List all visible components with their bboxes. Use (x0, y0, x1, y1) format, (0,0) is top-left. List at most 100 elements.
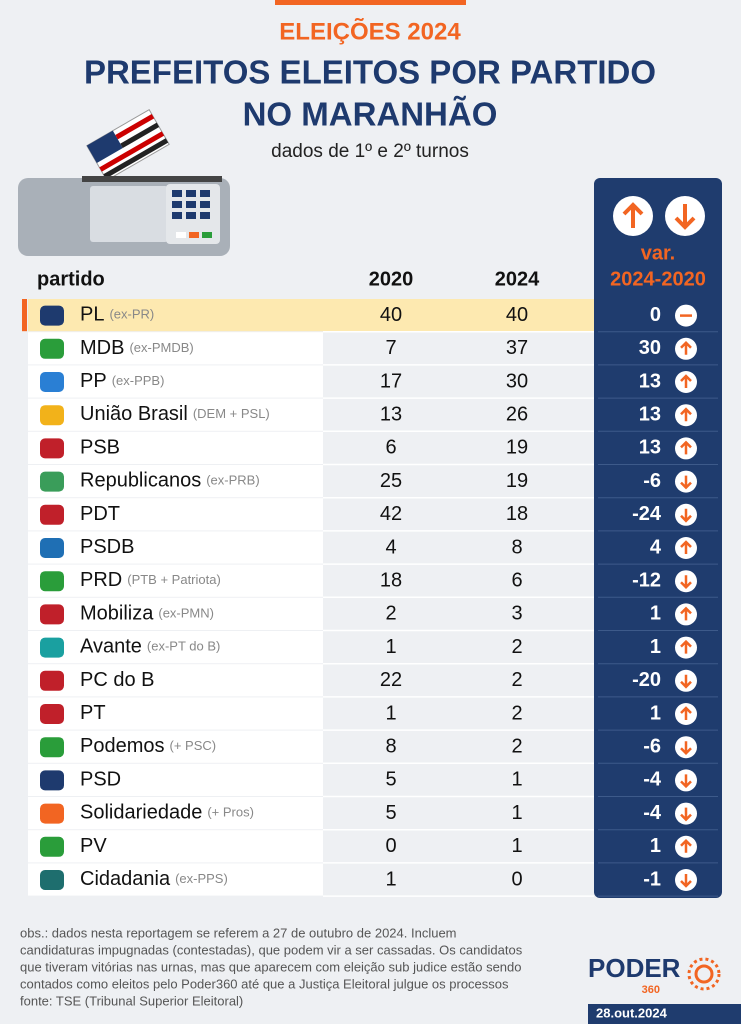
party-note: (ex-PR) (109, 307, 154, 322)
party-logo (40, 704, 64, 724)
name-cell (28, 830, 323, 863)
up-arrow (680, 606, 692, 621)
value-2024: 2 (511, 636, 522, 658)
up-arrow (680, 639, 692, 654)
name-cell (28, 564, 323, 597)
party-logo (40, 836, 64, 857)
brand-sun (687, 957, 721, 991)
party-note: (ex-PMDB) (129, 340, 193, 355)
party-logo (40, 538, 64, 558)
name-cell (28, 299, 323, 332)
down-arrow (680, 674, 692, 689)
value-2020: 2 (385, 603, 396, 625)
party-name-line: PSDB (80, 536, 134, 558)
value-2020: 5 (385, 802, 396, 824)
name-cell (28, 332, 323, 365)
party-note: (PTB + Patriota) (127, 573, 221, 588)
variation: -1 (643, 868, 661, 890)
value-2024: 2 (511, 735, 522, 757)
party-note: (ex-PPB) (112, 373, 165, 388)
value-2020: 17 (380, 370, 402, 392)
value-2024: 1 (511, 769, 522, 791)
party-note: (ex-PT do B) (147, 639, 220, 654)
variation: 1 (650, 702, 661, 724)
party-name-line: PT (80, 702, 106, 724)
party-name: Mobiliza (80, 603, 154, 625)
down-arrow (680, 508, 692, 523)
party-logo (40, 504, 64, 525)
value-2020: 1 (385, 636, 396, 658)
party-name-line: PV (80, 835, 107, 857)
party-logo (40, 471, 64, 492)
variation: 30 (639, 337, 661, 359)
party-name-line: Avante (ex-PT do B) (80, 636, 220, 658)
subtitle: dados de 1º e 2º turnos (271, 141, 469, 162)
name-cell (28, 763, 323, 796)
variation: -4 (643, 802, 662, 824)
party-note: (+ PSC) (170, 739, 217, 754)
brand-sub: 360 (642, 984, 660, 996)
footer-note: candidaturas impugnadas (contestadas), q… (20, 942, 523, 957)
column-header: partido (37, 268, 105, 290)
party-name: PDT (80, 503, 120, 525)
party-name-line: PDT (80, 503, 120, 525)
up-arrow (680, 341, 692, 355)
highlight-number-cell (323, 299, 594, 332)
footer-note: que tiveram vitórias nas urnas, mas que … (20, 959, 522, 974)
footer-note: contados como eleitos pelo Poder360 até … (20, 976, 509, 991)
ballot-illustration (18, 108, 230, 256)
value-2020: 7 (385, 337, 396, 359)
value-2024: 1 (511, 802, 522, 824)
party-name: Republicanos (80, 470, 201, 492)
value-2024: 40 (506, 304, 528, 326)
party-name-line: Mobiliza (ex-PMN) (80, 603, 214, 625)
party-logo (40, 438, 64, 459)
variation: -24 (632, 503, 662, 525)
highlight-mark (22, 299, 27, 332)
party-note: (+ Pros) (207, 805, 254, 820)
variation: 1 (650, 835, 661, 857)
up-arrow (680, 706, 692, 720)
name-cell (28, 498, 323, 531)
party-logo (40, 571, 64, 592)
variation: 13 (639, 403, 661, 425)
party-name: PSDB (80, 536, 134, 558)
value-2020: 1 (385, 868, 396, 890)
party-name: MDB (80, 337, 124, 359)
party-name-line: Solidariedade (+ Pros) (80, 802, 254, 824)
variation: 13 (639, 437, 661, 459)
variation: 4 (650, 536, 662, 558)
value-2024: 3 (511, 603, 522, 625)
name-cell (28, 531, 323, 564)
party-name: Avante (80, 636, 142, 658)
name-cell (28, 863, 323, 896)
value-2024: 30 (506, 370, 528, 392)
party-logo (40, 305, 64, 326)
party-logo (40, 604, 64, 625)
name-cell (28, 398, 323, 431)
value-2024: 2 (511, 669, 522, 691)
party-logo (40, 737, 64, 758)
variation: -20 (632, 669, 661, 691)
name-cell (28, 431, 323, 464)
name-cell (28, 465, 323, 498)
variation: 0 (650, 304, 661, 326)
title: PREFEITOS ELEITOS POR PARTIDO (84, 54, 656, 91)
value-2020: 40 (380, 304, 402, 326)
name-cell (28, 797, 323, 830)
name-cell (28, 597, 323, 630)
party-name-line: Cidadania (ex-PPS) (80, 868, 228, 890)
party-name-line: PL (ex-PR) (80, 304, 154, 326)
party-name-line: Republicanos (ex-PRB) (80, 470, 260, 492)
value-2020: 18 (380, 569, 402, 591)
party-note: (ex-PRB) (206, 473, 259, 488)
variation: 13 (639, 370, 661, 392)
variation: 1 (650, 603, 661, 625)
variation: -4 (643, 769, 662, 791)
date-box (588, 1004, 741, 1024)
down-arrow (674, 204, 696, 230)
party-name-line: PSD (80, 769, 121, 791)
column-header: var. (641, 242, 675, 264)
